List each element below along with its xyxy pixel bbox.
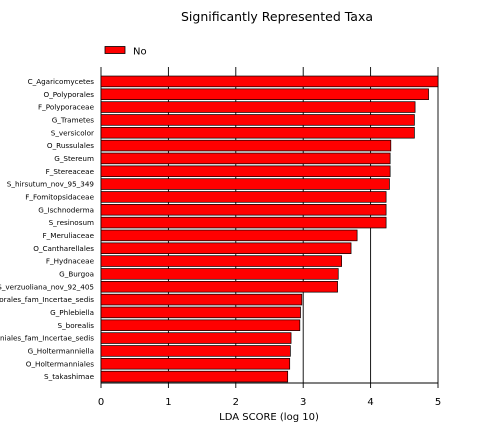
category-label: O_Holtermanniales	[26, 359, 94, 368]
category-label: Holtermanniales_fam_Incertae_sedis	[0, 334, 94, 343]
legend-swatch	[104, 46, 126, 54]
category-labels: C_Agaricomycetes O_Polyporales F_Polyporac…	[0, 77, 95, 381]
chart-title: Significantly Represented Taxa	[181, 9, 373, 24]
category-label: C_Agaricomycetes	[28, 77, 95, 86]
category-label: F_Meruliaceae	[43, 231, 95, 240]
bar	[100, 268, 339, 280]
x-axis-label: LDA SCORE (log 10)	[219, 412, 319, 423]
category-label: F_Fomitopsidaceae	[25, 192, 94, 201]
x-tick-label: 2	[233, 397, 239, 408]
category-label: O_Cantharellales	[33, 244, 94, 253]
bar	[100, 255, 342, 267]
legend-label: No	[133, 47, 147, 58]
bar	[100, 345, 291, 357]
bar	[100, 332, 292, 344]
x-tick-label: 0	[98, 397, 104, 408]
bar	[100, 165, 391, 177]
bar	[100, 216, 387, 229]
category-label: Polyporales_fam_Incertae_sedis	[0, 295, 94, 304]
category-label: S_borealis	[58, 321, 95, 330]
bar	[100, 152, 391, 165]
category-label: O_Russulales	[47, 141, 94, 150]
bar	[100, 229, 358, 242]
bar	[100, 319, 301, 331]
bar	[100, 293, 303, 306]
category-label: G_Stereum	[54, 154, 94, 163]
bar	[100, 242, 352, 254]
bar	[100, 114, 415, 126]
x-axis: 0 1 2 3 4 5	[98, 383, 441, 408]
category-label: S_verzuoliana_nov_92_405	[0, 282, 94, 291]
category-label: G_Phlebiella	[50, 308, 94, 317]
bar-series	[100, 75, 439, 383]
bar	[100, 75, 439, 88]
category-label: S_versicolor	[51, 128, 94, 137]
bar	[100, 358, 291, 370]
category-label: F_Stereaceae	[46, 167, 95, 176]
x-tick-label: 1	[165, 397, 171, 408]
category-label: O_Polyporales	[44, 90, 95, 99]
bar	[100, 88, 429, 100]
x-tick-label: 5	[435, 397, 441, 408]
x-tick-label: 4	[367, 397, 373, 408]
category-label: G_Burgoa	[59, 269, 94, 278]
category-label: S_resinosum	[49, 218, 94, 227]
bar	[100, 178, 390, 190]
category-label: F_Polyporaceae	[38, 103, 95, 112]
category-label: G_Holtermanniella	[28, 346, 94, 355]
category-label: G_Trametes	[52, 115, 95, 124]
bar	[100, 101, 416, 113]
bar	[100, 281, 338, 293]
bar	[100, 127, 415, 139]
bar	[100, 204, 387, 216]
bar	[100, 139, 392, 152]
category-label: S_hirsutum_nov_95_349	[7, 180, 95, 189]
bar	[100, 306, 301, 319]
bar	[100, 191, 387, 203]
category-label: G_Ischnoderma	[38, 205, 94, 214]
bar	[100, 370, 289, 383]
category-label: S_takashimae	[44, 372, 95, 381]
x-tick-label: 3	[300, 397, 306, 408]
legend: No	[104, 46, 147, 58]
category-label: F_Hydnaceae	[46, 257, 95, 266]
